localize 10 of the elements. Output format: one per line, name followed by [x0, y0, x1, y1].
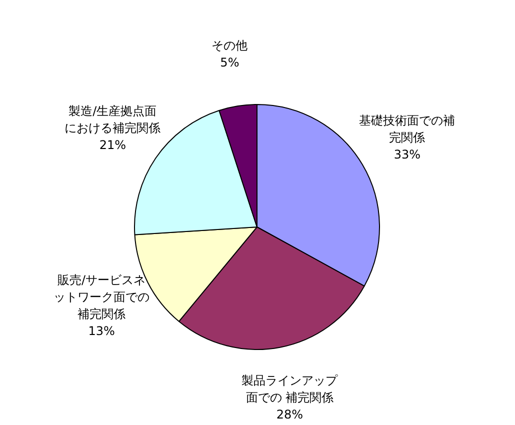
slice-label: 製造/生産拠点面における補完関係 — [64, 104, 161, 136]
slice-label: 製品ラインアップ面での 補完関係 — [242, 374, 339, 405]
data-label: 33% — [394, 147, 421, 162]
slice-label: 基礎技術面での補完関係 — [359, 113, 456, 144]
slice-label: 販売/サービスネットワーク面での補完関係 — [54, 272, 150, 321]
data-label: 28% — [276, 408, 304, 422]
slice-label: その他 — [212, 38, 248, 52]
data-label: 5% — [220, 55, 240, 70]
data-label: 13% — [88, 324, 115, 338]
data-label: 21% — [99, 138, 126, 152]
